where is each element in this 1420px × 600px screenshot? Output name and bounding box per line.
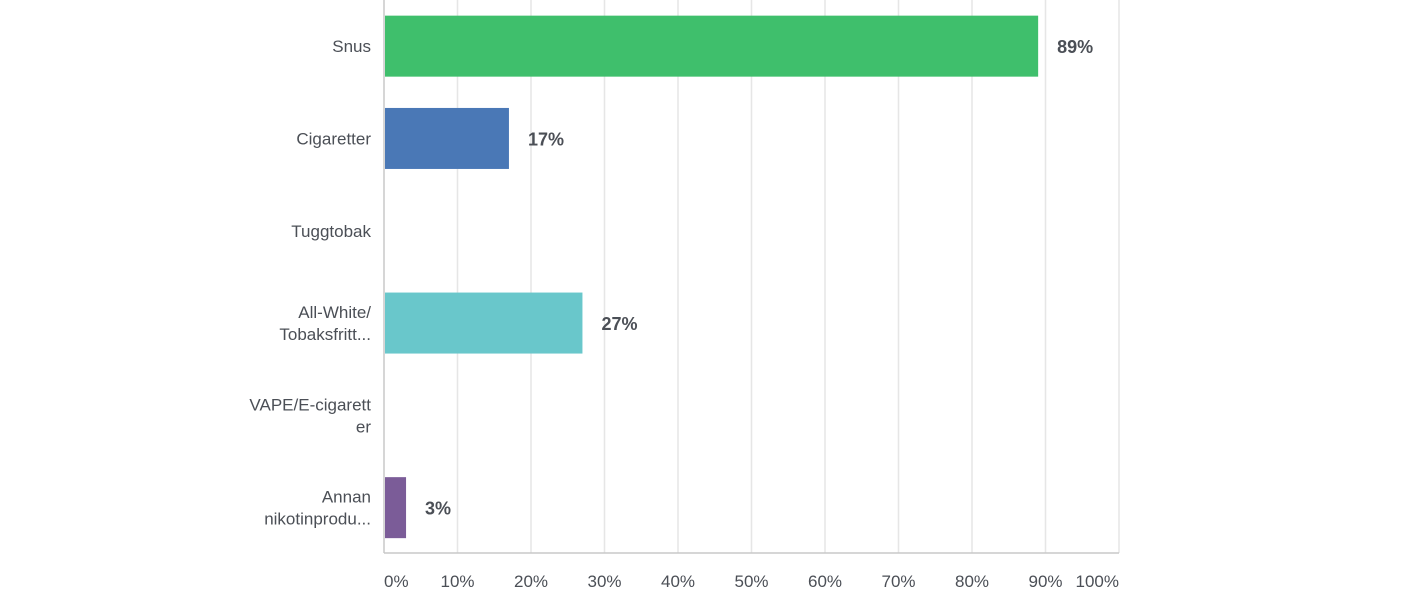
category-label: Cigaretter bbox=[296, 129, 371, 148]
x-tick-label: 100% bbox=[1076, 572, 1119, 591]
bar bbox=[385, 477, 407, 539]
category-label-line: VAPE/E-cigarett bbox=[249, 395, 371, 414]
category-label-line: Snus bbox=[332, 37, 371, 56]
x-tick-label: 90% bbox=[1028, 572, 1062, 591]
data-label: 17% bbox=[528, 129, 564, 149]
category-label: Snus bbox=[332, 37, 371, 56]
data-label: 3% bbox=[425, 499, 451, 519]
bar bbox=[385, 15, 1039, 77]
category-label-line: Cigaretter bbox=[296, 129, 371, 148]
category-label-line: Tobaksfritt... bbox=[279, 325, 371, 344]
category-label-line: Tuggtobak bbox=[291, 222, 371, 241]
bar bbox=[385, 107, 509, 169]
category-label: Tuggtobak bbox=[291, 222, 371, 241]
x-tick-label: 30% bbox=[587, 572, 621, 591]
x-tick-label: 10% bbox=[440, 572, 474, 591]
category-label-line: All-White/ bbox=[298, 303, 371, 322]
bar bbox=[385, 292, 583, 354]
category-label: All-White/Tobaksfritt... bbox=[279, 303, 371, 344]
x-tick-label: 80% bbox=[955, 572, 989, 591]
category-label-line: er bbox=[356, 417, 371, 436]
x-tick-label: 40% bbox=[661, 572, 695, 591]
category-label: Annan nikotinprodu... bbox=[264, 488, 371, 529]
x-tick-label: 20% bbox=[514, 572, 548, 591]
category-label-line: nikotinprodu... bbox=[264, 510, 371, 529]
x-tick-label: 60% bbox=[808, 572, 842, 591]
x-tick-label: 0% bbox=[384, 572, 409, 591]
category-label-line: Annan bbox=[322, 488, 371, 507]
x-tick-label: 70% bbox=[881, 572, 915, 591]
category-label: VAPE/E-cigarett er bbox=[249, 395, 371, 436]
data-label: 27% bbox=[601, 314, 637, 334]
data-label: 89% bbox=[1057, 37, 1093, 57]
x-tick-label: 50% bbox=[734, 572, 768, 591]
